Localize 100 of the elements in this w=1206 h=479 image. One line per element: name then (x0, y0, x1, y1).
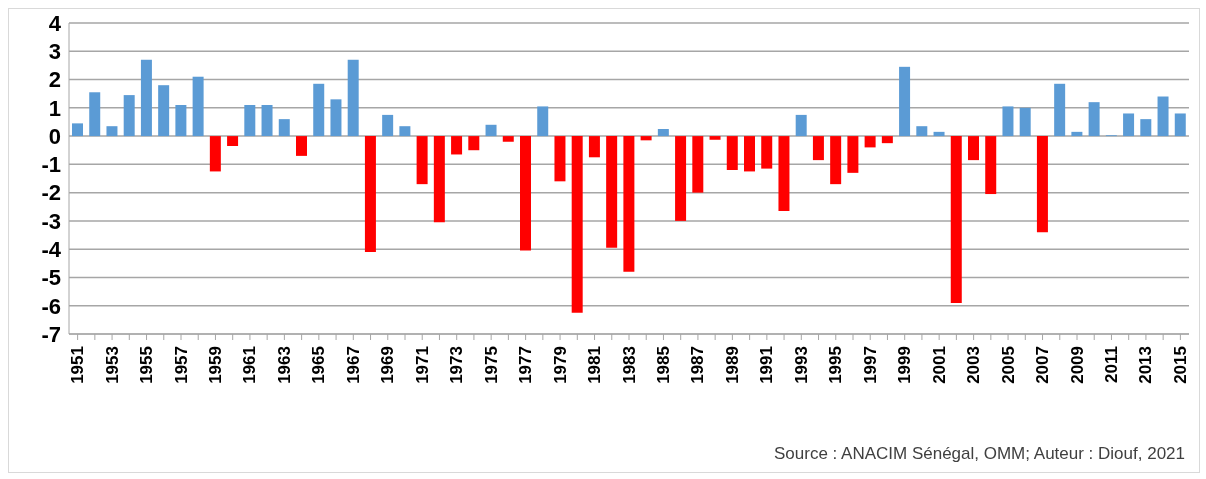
bar (899, 66, 911, 137)
x-tick-label: 2009 (1067, 346, 1087, 384)
bar (1174, 113, 1186, 137)
bar (1088, 102, 1100, 137)
bar (313, 83, 325, 137)
bar (657, 129, 669, 137)
x-tick-label: 1959 (205, 346, 225, 384)
x-tick-label: 2015 (1170, 346, 1190, 384)
bar (881, 136, 893, 144)
bar (261, 104, 273, 137)
bar (347, 59, 359, 137)
bar (382, 114, 394, 137)
bar (537, 106, 549, 137)
bar (778, 136, 790, 212)
x-tick-label: 2003 (964, 346, 984, 384)
bar (278, 119, 290, 137)
bar (416, 136, 428, 185)
bar (864, 136, 876, 148)
x-tick-label: 2005 (998, 346, 1018, 384)
bar (330, 99, 342, 137)
x-tick-label: 2007 (1033, 346, 1053, 384)
y-tick-label: -4 (41, 236, 62, 262)
bar (296, 136, 307, 156)
bar (709, 136, 721, 140)
y-tick-label: -7 (41, 321, 61, 347)
y-tick-label: 2 (48, 67, 61, 93)
bar (985, 136, 997, 195)
x-tick-label: 1997 (860, 346, 880, 384)
bar (795, 114, 807, 137)
bar (192, 76, 204, 137)
x-tick-label: 2011 (1101, 346, 1121, 383)
y-tick-label: 3 (48, 39, 61, 65)
x-tick-label: 1983 (619, 346, 639, 384)
bar (933, 131, 945, 137)
y-tick-label: -1 (41, 152, 61, 178)
x-tick-label: 1955 (137, 346, 157, 384)
bar (1019, 107, 1031, 137)
y-tick-label: -2 (41, 180, 61, 206)
x-tick-label: 1985 (653, 346, 673, 384)
y-tick-label: 0 (48, 123, 61, 149)
bar (1140, 119, 1152, 137)
bar (847, 136, 859, 173)
x-tick-label: 1973 (447, 346, 467, 384)
bar (364, 136, 376, 253)
x-tick-label: 1951 (68, 346, 88, 384)
bar (761, 136, 773, 169)
bar (916, 126, 928, 137)
x-tick-label: 1993 (791, 346, 811, 384)
bar (968, 136, 979, 161)
x-tick-label: 1953 (102, 346, 122, 384)
x-tick-label: 1957 (171, 346, 191, 384)
bar (468, 136, 480, 151)
x-tick-label: 1967 (343, 346, 363, 384)
x-tick-label: 1963 (274, 346, 294, 384)
bar (1157, 96, 1169, 137)
x-tick-label: 1989 (722, 346, 742, 384)
y-tick-label: 4 (48, 10, 62, 36)
x-tick-label: 1971 (412, 346, 432, 384)
bar (692, 136, 704, 193)
bar (175, 104, 187, 137)
x-tick-label: 1979 (550, 346, 570, 384)
bar (950, 136, 962, 303)
bar (399, 126, 411, 137)
x-tick-label: 1977 (516, 346, 536, 384)
bar (520, 136, 531, 251)
bar (158, 85, 170, 137)
bar (72, 123, 83, 137)
y-tick-label: 1 (48, 95, 61, 121)
y-tick-label: -5 (41, 265, 61, 291)
bar (571, 136, 583, 313)
bar (1002, 106, 1014, 137)
bar (123, 95, 135, 137)
bar (1071, 131, 1083, 137)
bar (209, 136, 221, 172)
bar (726, 136, 738, 171)
x-tick-label: 1981 (585, 346, 605, 384)
bar (1054, 83, 1066, 137)
bar (588, 136, 600, 158)
x-tick-label: 1991 (757, 346, 777, 384)
bar (106, 126, 118, 137)
source-note: Source : ANACIM Sénégal, OMM; Auteur : Diouf, 2021 (773, 444, 1185, 464)
x-tick-label: 1975 (481, 346, 501, 384)
y-tick-label: -6 (41, 293, 61, 319)
bar (606, 136, 618, 248)
x-tick-label: 2001 (929, 346, 949, 384)
bar (140, 59, 152, 137)
bar (244, 104, 256, 137)
bar (675, 136, 687, 221)
bar (502, 136, 514, 142)
bar (623, 136, 635, 272)
bar (812, 136, 824, 161)
bar (451, 136, 463, 155)
bar (554, 136, 566, 182)
bar (1123, 113, 1135, 137)
bar (830, 136, 842, 185)
x-tick-label: 1965 (309, 346, 329, 384)
bar (227, 136, 239, 146)
x-tick-label: 1987 (688, 346, 708, 384)
y-tick-label: -3 (41, 208, 61, 234)
bar (433, 136, 445, 223)
